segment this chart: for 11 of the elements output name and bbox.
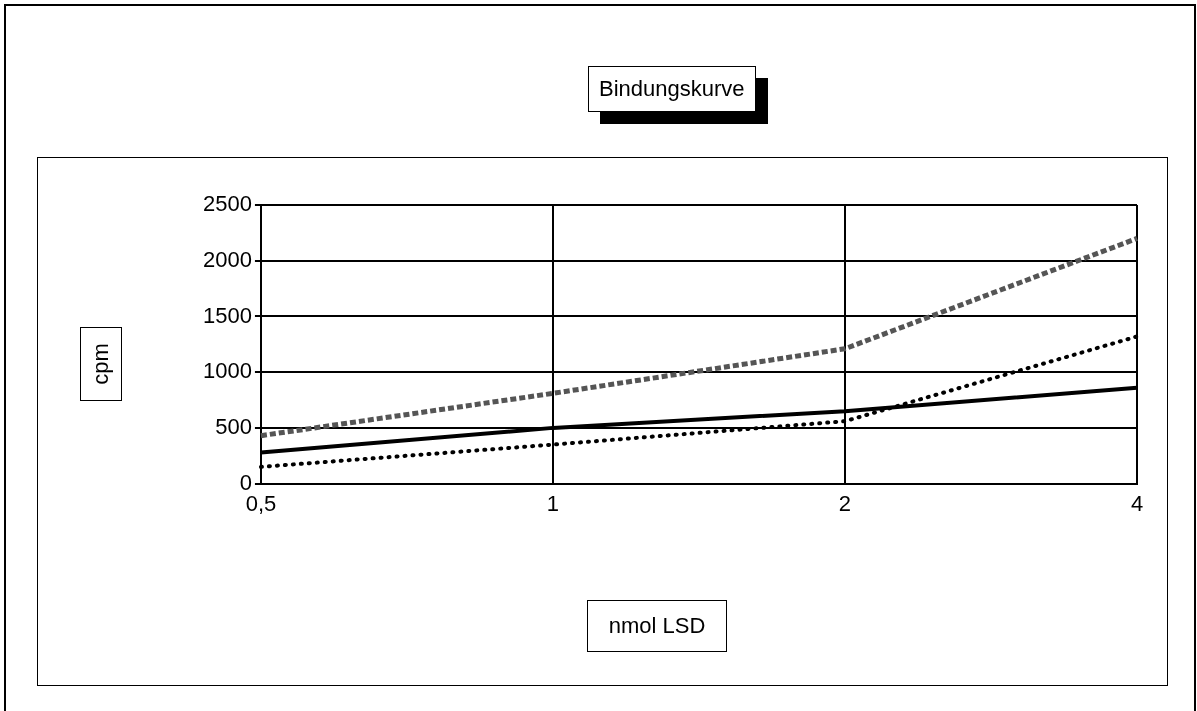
- y-tick-label: 500: [215, 413, 252, 439]
- y-tick-label: 1500: [202, 302, 252, 328]
- x-tick-label: 4: [1130, 490, 1144, 516]
- y-tick-label: 2500: [202, 191, 252, 217]
- y-tick-label: 2000: [202, 246, 252, 272]
- y-axis-title: cpm: [88, 343, 114, 385]
- x-tick-label: 1: [546, 490, 560, 516]
- x-tick-label: 2: [838, 490, 852, 516]
- chart-title: Bindungskurve: [588, 66, 756, 112]
- y-tick-label: 1000: [202, 358, 252, 384]
- x-axis-title: nmol LSD: [587, 600, 727, 652]
